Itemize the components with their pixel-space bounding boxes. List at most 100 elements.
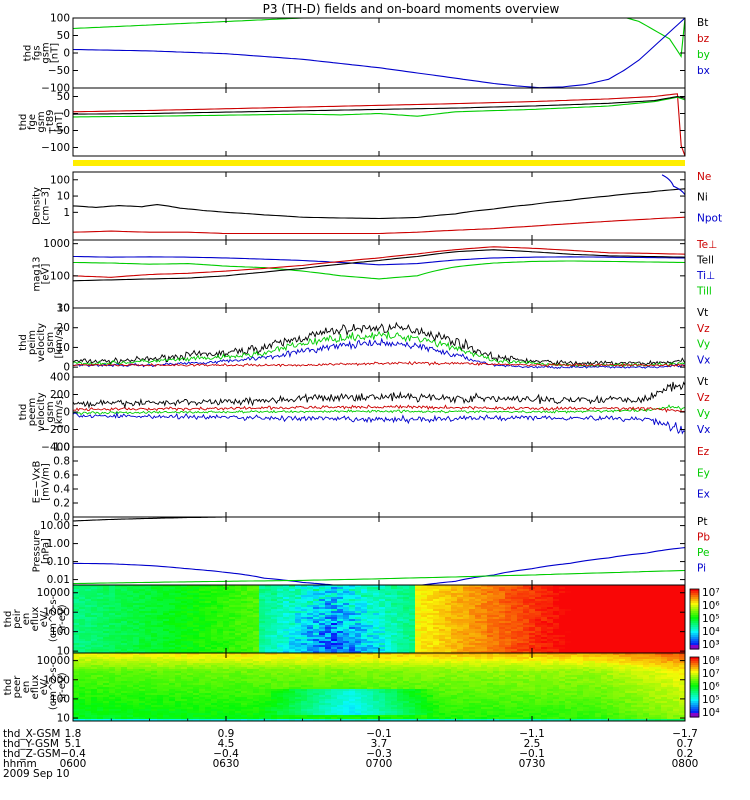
- y-tick-label: 10.00: [40, 520, 70, 532]
- svg-text:−t89: −t89: [45, 109, 56, 134]
- svg-text:Vt: Vt: [697, 307, 708, 319]
- ephemeris-value: −0.3: [366, 748, 392, 760]
- svg-text:Ni: Ni: [697, 192, 708, 204]
- svg-text:peem: peem: [27, 398, 38, 426]
- panel-4: 1000 100 10 mag13[eV] Te⊥ Tell Ti⊥ Till: [32, 238, 718, 314]
- y-axis-label: Density[cm−3]: [32, 187, 52, 225]
- y-tick-label: −50: [48, 65, 70, 77]
- y-tick-label: 100: [50, 626, 70, 638]
- series-Vy: [73, 330, 685, 368]
- series-Till: [73, 260, 685, 280]
- ephemeris-label: thd_X-GSM: [3, 728, 60, 740]
- svg-text:thd: thd: [18, 114, 29, 131]
- y-tick-label: −100: [41, 142, 70, 154]
- svg-text:Density: Density: [32, 187, 43, 225]
- svg-text:Pt: Pt: [697, 516, 707, 528]
- y-tick-label: 0: [63, 362, 70, 374]
- svg-text:Vz: Vz: [697, 392, 710, 404]
- svg-text:[km/s]: [km/s]: [54, 396, 65, 428]
- colorbar-tick: 10⁵: [702, 613, 720, 625]
- y-tick-label: 50: [57, 30, 70, 42]
- svg-text:Pe: Pe: [697, 547, 709, 559]
- ephemeris-value: −1.1: [519, 728, 545, 740]
- panels: 100500−50−100thdfgsgsm[nT]Btbzbybx500−50…: [3, 13, 722, 725]
- y-tick-label: 10: [57, 303, 70, 315]
- svg-text:Till: Till: [696, 286, 712, 298]
- y-tick-label: 100: [50, 13, 70, 25]
- ephemeris-value: 0630: [213, 758, 240, 770]
- svg-text:Vt: Vt: [697, 376, 708, 388]
- svg-text:thd: thd: [18, 334, 29, 351]
- svg-text:Vx: Vx: [697, 424, 710, 436]
- y-tick-label: 10000: [37, 587, 70, 599]
- y-tick-label: 1: [63, 207, 70, 219]
- legend-5: Vt Vz Vy Vx: [697, 307, 710, 366]
- y-tick-label: 10: [57, 646, 70, 658]
- svg-text:gsm: gsm: [45, 401, 56, 422]
- series-Ti⊥: [73, 255, 685, 266]
- y-tick-label: 0.0: [53, 512, 70, 524]
- svg-text:Vy: Vy: [697, 408, 710, 420]
- svg-text:Ex: Ex: [697, 489, 710, 501]
- colorbar-tick: 10⁶: [702, 600, 720, 612]
- series-Vt: [73, 321, 685, 367]
- spectrogram-ion: [73, 585, 685, 653]
- svg-text:thd: thd: [18, 404, 29, 421]
- colorbar-tick: 10⁴: [702, 707, 720, 719]
- svg-text:Pressure: Pressure: [32, 530, 43, 573]
- y-tick-label: 10: [57, 342, 70, 354]
- svg-text:[cm−3]: [cm−3]: [41, 187, 52, 225]
- ephemeris-value: 0730: [519, 758, 546, 770]
- series-bx: [73, 18, 685, 88]
- ephemeris-value: 0800: [672, 758, 699, 770]
- y-tick-label: 0.2: [53, 498, 70, 510]
- y-tick-label: 400: [50, 372, 70, 384]
- y-axis-label: Pressure[nPa]: [32, 530, 52, 573]
- svg-text:thd: thd: [23, 45, 34, 62]
- series-Vz: [73, 360, 685, 368]
- series-Pe: [73, 569, 685, 585]
- y-tick-label: 0: [63, 407, 70, 419]
- y-tick-label: 10000: [37, 655, 70, 667]
- y-tick-label: 100: [50, 270, 70, 282]
- y-tick-label: −50: [48, 125, 70, 137]
- series-Vx: [73, 411, 685, 435]
- svg-text:E=−VxB: E=−VxB: [32, 461, 43, 504]
- y-tick-label: 0: [63, 48, 70, 60]
- y-tick-label: 200: [50, 389, 70, 401]
- legend-3: Ne Ni Npot: [697, 171, 722, 224]
- svg-text:Npot: Npot: [697, 212, 722, 224]
- y-tick-label: 1000: [43, 674, 70, 686]
- y-tick-label: 100: [50, 174, 70, 186]
- y-tick-label: 100: [50, 693, 70, 705]
- series-Pi: [73, 547, 685, 585]
- ephemeris-value: 2.5: [524, 738, 541, 750]
- y-tick-label: 0.4: [53, 484, 70, 496]
- svg-text:gsm: gsm: [36, 111, 47, 132]
- series-Bt: [73, 95, 685, 115]
- svg-text:[mV/m]: [mV/m]: [41, 463, 52, 501]
- series-Te⊥: [73, 246, 685, 278]
- ephemeris-value: −0.1: [519, 748, 545, 760]
- y-tick-label: 1.0: [53, 442, 70, 454]
- y-tick-label: 1000: [43, 607, 70, 619]
- series-Tell: [73, 249, 685, 282]
- spectrogram-electron: [73, 653, 685, 721]
- svg-text:(cm^2-s-: (cm^2-s-: [48, 595, 59, 642]
- ephemeris-label: thd_Y-GSM: [3, 738, 59, 750]
- svg-text:fge: fge: [27, 114, 38, 130]
- y-tick-label: 10: [57, 191, 70, 203]
- y-tick-label: 0.01: [47, 574, 70, 586]
- svg-text:by: by: [697, 49, 710, 61]
- svg-text:mag13: mag13: [32, 257, 43, 292]
- y-axis-label: E=−VxB[mV/m]: [32, 461, 52, 504]
